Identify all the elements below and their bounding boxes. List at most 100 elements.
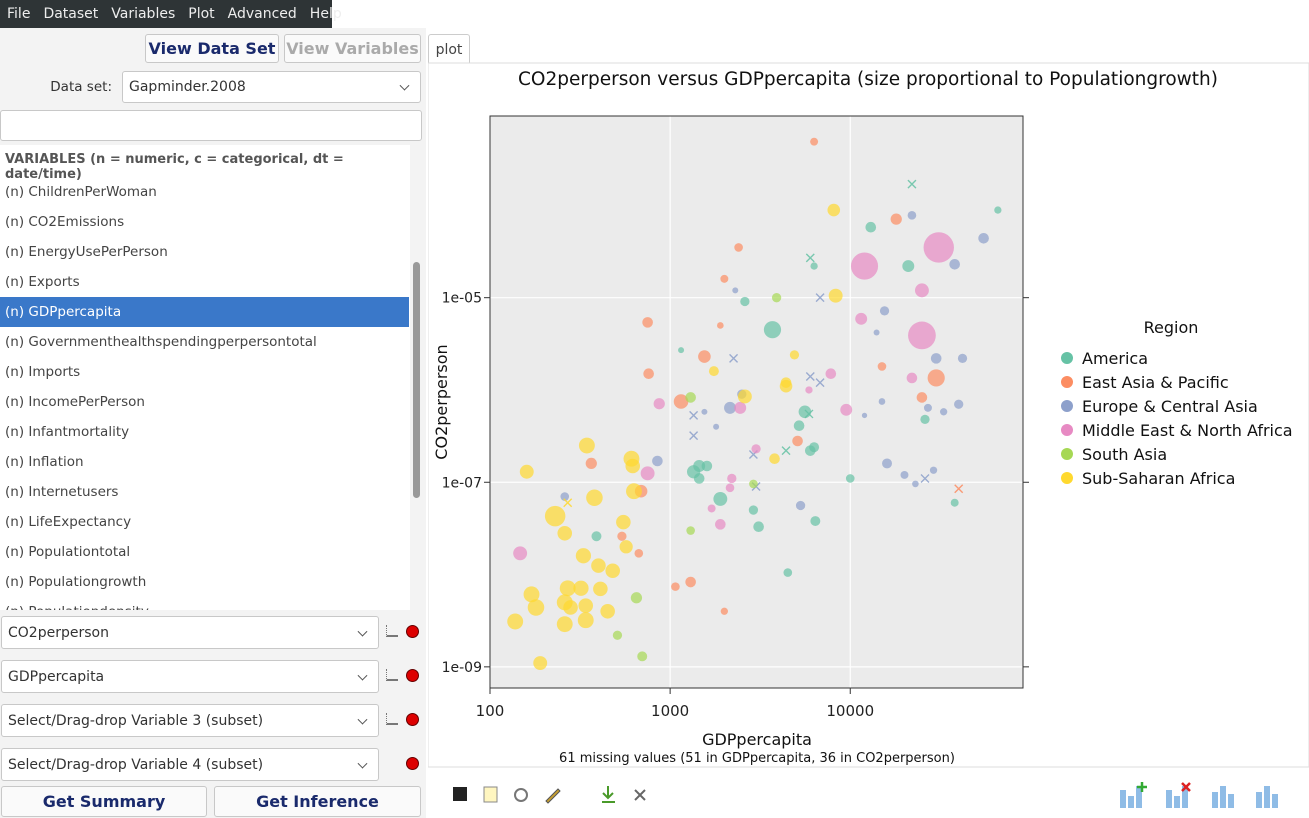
point (804, 445, 816, 456)
point (878, 398, 886, 405)
point-cross (815, 378, 825, 388)
variable-item[interactable]: (n) LifeExpectancy (5, 514, 132, 530)
tool-icon[interactable] (634, 789, 646, 801)
variable-item[interactable]: (n) Populationdensity (0, 597, 409, 610)
point (845, 474, 855, 483)
point (578, 598, 594, 613)
point (769, 453, 780, 465)
point (825, 368, 837, 380)
legend-swatch (1061, 424, 1073, 436)
remove-button[interactable] (406, 669, 419, 682)
variable-select[interactable]: CO2perperson (1, 616, 379, 649)
point (671, 582, 680, 591)
variable-item[interactable]: (n) EnergyUsePerPerson (5, 244, 168, 260)
variable-item[interactable]: (n) ChildrenPerWoman (5, 184, 157, 200)
menu-item[interactable]: Help (309, 6, 342, 22)
legend-label: Sub-Saharan Africa (1082, 469, 1235, 488)
variable-select[interactable]: Select/Drag-drop Variable 3 (subset) (1, 704, 379, 737)
variable-item[interactable]: (n) Populationgrowth (5, 574, 147, 590)
y-tick-label: 1e-05 (442, 291, 482, 307)
variable-item[interactable]: (n) GDPpercapita (0, 297, 409, 327)
point-cross (815, 293, 825, 303)
x-axis-label: GDPpercapita (702, 730, 812, 749)
point (900, 470, 909, 479)
menu-item[interactable]: Dataset (43, 6, 99, 22)
legend-swatch (1061, 352, 1073, 364)
tool-icon[interactable] (1137, 782, 1147, 792)
point (717, 322, 724, 329)
point (734, 401, 747, 414)
menu-item[interactable]: File (7, 6, 31, 22)
variable-item[interactable]: (n) Internetusers (5, 484, 119, 500)
point (715, 519, 726, 530)
tool-icon[interactable] (545, 788, 561, 804)
drop-icon[interactable] (386, 625, 398, 637)
variable-select[interactable]: Select/Drag-drop Variable 4 (subset) (1, 748, 379, 781)
drop-icon[interactable] (386, 669, 398, 681)
search-box[interactable] (0, 110, 422, 141)
chart-title: CO2perperson versus GDPpercapita (size p… (518, 69, 1218, 90)
point (793, 420, 805, 432)
point (698, 350, 711, 363)
point (740, 296, 750, 307)
point (527, 599, 545, 616)
point (927, 369, 945, 387)
remove-button[interactable] (406, 625, 419, 638)
point (916, 392, 928, 403)
point (907, 211, 917, 220)
variable-item[interactable]: (n) Imports (5, 364, 81, 380)
point (720, 274, 729, 283)
point (882, 458, 892, 469)
legend-swatch (1061, 400, 1073, 412)
plot-tab[interactable]: plot (428, 34, 470, 64)
variable-item[interactable]: (n) Governmenthealthspendingperpersontot… (5, 334, 317, 350)
variable-item[interactable]: (n) Infantmortality (5, 424, 130, 440)
view-data-set-button[interactable]: View Data Set (145, 34, 279, 63)
y-axis-label: CO2perperson (432, 344, 451, 459)
point-cross (689, 431, 699, 441)
point-cross (907, 179, 917, 189)
y-tick-label: 1e-07 (442, 475, 482, 491)
get-inference-button[interactable]: Get Inference (214, 786, 421, 817)
drop-icon[interactable] (386, 713, 398, 725)
point (840, 403, 853, 416)
point-cross (563, 498, 573, 508)
point (673, 394, 689, 409)
tool-icon[interactable] (1181, 782, 1191, 792)
variable-item[interactable]: (n) IncomePerPerson (5, 394, 145, 410)
tool-icon[interactable] (483, 786, 498, 803)
point (652, 455, 663, 467)
tool-icon[interactable] (453, 787, 467, 801)
variable-item[interactable]: (n) Populationtotal (5, 544, 131, 560)
point (578, 437, 595, 454)
point-cross (920, 473, 930, 483)
variable-select[interactable]: GDPpercapita (1, 660, 379, 693)
point (737, 389, 752, 404)
tool-icon[interactable] (514, 788, 528, 802)
point (855, 312, 868, 325)
variable-item[interactable]: (n) Inflation (5, 454, 84, 470)
y-tick-label: 1e-09 (442, 660, 482, 676)
variable-item[interactable]: (n) Exports (5, 274, 80, 290)
menu-bar: File Dataset Variables Plot Advanced Help (0, 0, 342, 28)
menu-item[interactable]: Variables (111, 6, 176, 22)
point (779, 379, 793, 393)
data-set-select[interactable]: Gapminder.2008 (122, 71, 421, 103)
remove-button[interactable] (406, 713, 419, 726)
point (585, 457, 597, 470)
view-variables-button[interactable]: View Variables (284, 34, 421, 63)
scrollbar[interactable] (413, 262, 420, 498)
variable-item[interactable]: (n) CO2Emissions (5, 214, 125, 230)
point (720, 607, 728, 615)
point (626, 483, 642, 500)
point (685, 392, 696, 403)
remove-button[interactable] (406, 757, 419, 770)
tool-icon[interactable] (602, 786, 615, 803)
menu-item[interactable]: Plot (188, 6, 215, 22)
menu-item[interactable]: Advanced (227, 6, 297, 22)
point (693, 473, 705, 484)
point (939, 408, 948, 416)
get-summary-button[interactable]: Get Summary (1, 786, 207, 817)
point (577, 612, 594, 629)
plot-border (489, 115, 1024, 689)
